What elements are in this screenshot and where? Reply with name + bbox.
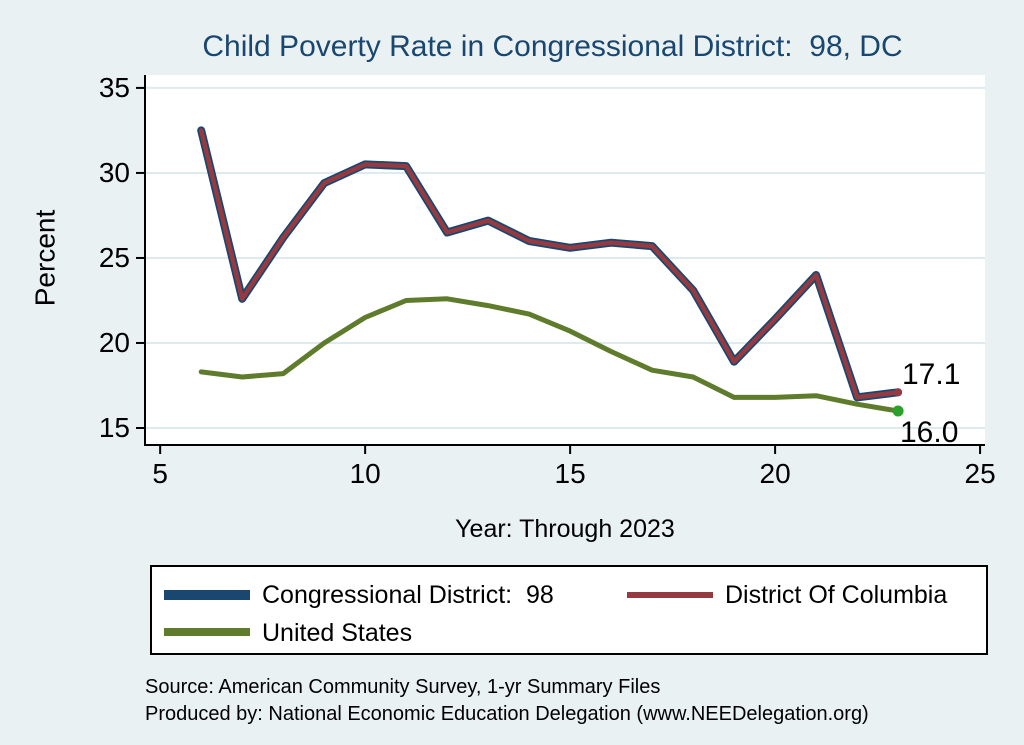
us-end-marker bbox=[892, 405, 904, 417]
producer-note: Produced by: National Economic Education… bbox=[145, 703, 869, 725]
legend-swatch-congressional-district bbox=[164, 590, 250, 600]
end-label-us: 16.0 bbox=[900, 416, 959, 449]
legend-label-united-states: United States bbox=[262, 619, 413, 647]
chart-title: Child Poverty Rate in Congressional Dist… bbox=[202, 30, 903, 63]
legend-swatch-district-of-columbia bbox=[627, 592, 713, 598]
legend: Congressional District: 98 District Of C… bbox=[150, 565, 988, 655]
footer-notes: Source: American Community Survey, 1-yr … bbox=[145, 674, 869, 728]
x-tick-label: 5 bbox=[152, 458, 168, 489]
x-tick-label: 15 bbox=[554, 458, 586, 489]
x-axis-title: Year: Through 2023 bbox=[455, 515, 675, 543]
x-tick-label: 20 bbox=[759, 458, 791, 489]
legend-swatch-united-states bbox=[164, 628, 250, 636]
y-tick-label: 30 bbox=[98, 156, 130, 188]
legend-label-district-of-columbia: District Of Columbia bbox=[725, 581, 948, 609]
x-tick-label: 25 bbox=[964, 458, 996, 489]
district-end-marker bbox=[894, 388, 903, 397]
x-tick-label: 10 bbox=[349, 458, 381, 489]
end-label-district: 17.1 bbox=[902, 358, 961, 391]
y-tick-label: 25 bbox=[98, 241, 130, 273]
y-tick-label: 20 bbox=[98, 326, 130, 358]
source-note: Source: American Community Survey, 1-yr … bbox=[145, 676, 661, 698]
plot-background bbox=[145, 75, 985, 445]
legend-label-congressional-district: Congressional District: 98 bbox=[262, 581, 554, 609]
y-tick-label: 35 bbox=[98, 71, 130, 103]
y-tick-label: 15 bbox=[98, 411, 130, 443]
series-line-district-of-columbia bbox=[198, 128, 901, 400]
series-line-united-states bbox=[198, 296, 901, 414]
